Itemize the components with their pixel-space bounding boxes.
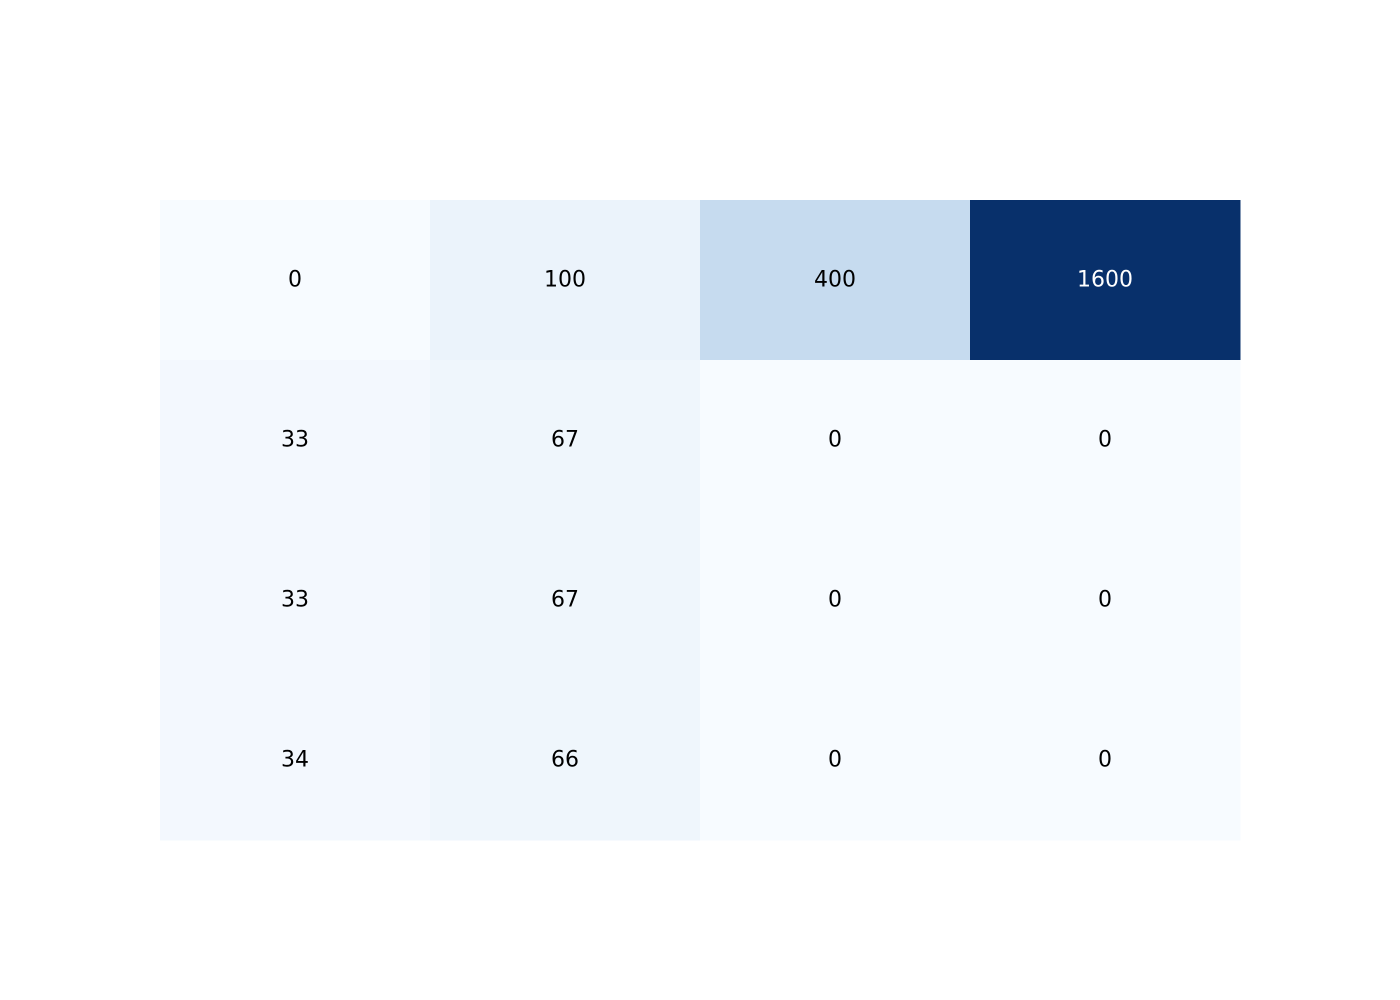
heatmap-cell-r2-c2 [700, 520, 971, 681]
heatmap-cell-label-r0-c2: 400 [814, 268, 856, 293]
heatmap-cell-r0-c2 [700, 200, 971, 361]
heatmap-cell-r3-c2 [700, 680, 971, 841]
heatmap-cell-label-r2-c2: 0 [828, 588, 842, 613]
heatmap-cell-label-r0-c1: 100 [544, 268, 586, 293]
heatmap-cell-label-r1-c2: 0 [828, 428, 842, 453]
heatmap-cell-label-r1-c3: 0 [1098, 428, 1112, 453]
heatmap-cell-r0-c1 [430, 200, 701, 361]
heatmap-cell-label-r2-c0: 33 [281, 588, 309, 613]
heatmap-cell-r1-c2 [700, 360, 971, 521]
heatmap-cell-r0-c0 [160, 200, 431, 361]
heatmap-cell-label-r3-c1: 66 [551, 748, 579, 773]
heatmap-cell-label-r2-c1: 67 [551, 588, 579, 613]
heatmap-cell-r3-c1 [430, 680, 701, 841]
heatmap-cell-labels: 0 100 400 1600 33 67 0 0 33 67 0 0 34 66 0 0 [281, 268, 1133, 773]
heatmap-cell-label-r3-c2: 0 [828, 748, 842, 773]
heatmap-cell-label-r2-c3: 0 [1098, 588, 1112, 613]
heatmap-cell-label-r1-c0: 33 [281, 428, 309, 453]
heatmap-cell-label-r1-c1: 67 [551, 428, 579, 453]
heatmap-cell-label-r3-c3: 0 [1098, 748, 1112, 773]
heatmap-cell-r3-c3 [970, 680, 1241, 841]
heatmap-cell-r2-c3 [970, 520, 1241, 681]
heatmap-cell-r1-c0 [160, 360, 431, 521]
heatmap-cell-r1-c1 [430, 360, 701, 521]
heatmap-cell-label-r3-c0: 34 [281, 748, 309, 773]
heatmap-cell-r1-c3 [970, 360, 1241, 521]
heatmap-cell-r2-c0 [160, 520, 431, 681]
heatmap-cell-label-r0-c3: 1600 [1077, 268, 1133, 293]
heatmap-cell-r2-c1 [430, 520, 701, 681]
heatmap-cells [160, 200, 1241, 841]
heatmap-cell-r0-c3 [970, 200, 1241, 361]
heatmap-cell-label-r0-c0: 0 [288, 268, 302, 293]
heatmap-cell-r3-c0 [160, 680, 431, 841]
